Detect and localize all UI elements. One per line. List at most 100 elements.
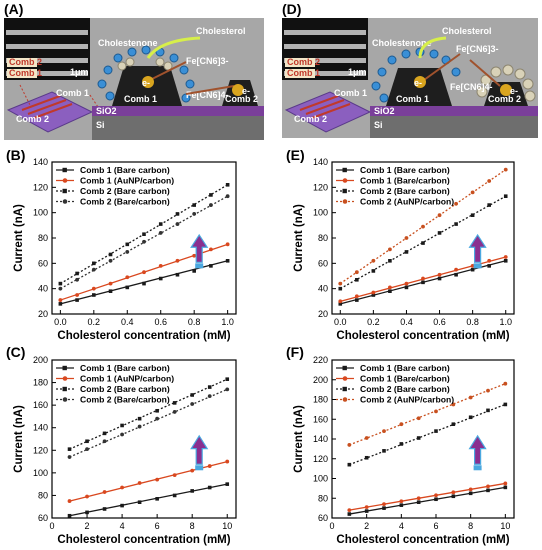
y-axis-title: Current (nA) — [13, 405, 25, 473]
y-tick-label: 80 — [38, 233, 48, 243]
increase-arrow-icon — [468, 434, 487, 465]
data-point — [158, 231, 163, 235]
legend-entry: Comb 1 (Bare/carbon) — [360, 374, 450, 384]
y-tick-label: 60 — [38, 513, 48, 523]
data-point — [470, 263, 475, 268]
data-point — [209, 193, 213, 197]
si-layer — [92, 116, 264, 140]
y-tick-label: 80 — [38, 490, 48, 500]
zoom-line — [89, 94, 101, 111]
sem-band — [6, 58, 88, 63]
data-point — [338, 299, 343, 304]
sem-band — [284, 58, 366, 63]
panel-label-f: (F) — [286, 344, 304, 360]
data-point — [503, 255, 508, 259]
y-tick-label: 100 — [33, 208, 48, 218]
chip-electrode — [21, 95, 61, 111]
x-axis-title: Cholesterol concentration (mM) — [57, 330, 230, 342]
data-point — [371, 269, 376, 273]
data-point — [67, 447, 72, 451]
y-tick-label: 180 — [313, 395, 328, 405]
data-point — [137, 424, 142, 429]
comb1-label: Comb 1 — [396, 94, 429, 104]
legend-marker — [62, 188, 67, 194]
data-point — [58, 302, 63, 306]
chart-e: (E) 20 40 60 80 100 120 140 0.0 0.2 0.4 0.6 0.8 1.0 C… — [286, 147, 515, 342]
data-point — [225, 242, 230, 247]
panel-label-d: (D) — [282, 1, 301, 17]
series-line — [339, 195, 507, 290]
data-point — [437, 213, 442, 218]
y-tick-label: 140 — [313, 157, 328, 167]
data-point — [225, 387, 230, 392]
series-line — [69, 388, 228, 458]
chart-f: (F) 60 80 100 120 140 160 180 200 220 0 2 4 6 8 10 Chol… — [286, 344, 515, 546]
data-point — [155, 416, 160, 421]
x-tick-label: 6 — [155, 521, 160, 531]
data-point — [404, 281, 409, 286]
electron-marker — [142, 76, 154, 88]
data-point — [354, 294, 359, 299]
data-point — [486, 408, 490, 413]
data-point — [158, 276, 163, 281]
electron-right-label: e- — [242, 86, 250, 96]
comb1-label: Comb 1 — [124, 94, 157, 104]
inset-tag — [285, 69, 315, 78]
data-point — [75, 298, 79, 302]
panel-label-b: (B) — [6, 147, 25, 163]
x-axis-title: Cholesterol concentration (mM) — [336, 534, 509, 546]
y-axis-title: Current (nA) — [293, 405, 305, 473]
data-point — [192, 253, 197, 258]
data-point — [434, 497, 438, 502]
legend-marker — [62, 365, 67, 371]
legend-entry: Comb 2 (Bare carbon) — [360, 186, 450, 196]
legend-marker — [342, 376, 348, 381]
data-point — [209, 247, 213, 252]
chip-electrode — [311, 103, 351, 119]
data-point — [158, 222, 163, 226]
x-tick-label: 0.0 — [54, 317, 67, 327]
data-point — [416, 500, 421, 504]
data-point — [486, 488, 490, 493]
data-point — [371, 290, 376, 295]
data-point — [451, 494, 456, 499]
data-point — [75, 277, 79, 282]
legend-entry: Comb 2 (AuNP/carbon) — [360, 197, 454, 207]
scale-bar-label: 1μm — [70, 67, 89, 77]
data-point — [451, 422, 456, 426]
data-point — [487, 179, 492, 183]
data-point — [382, 449, 386, 453]
data-point — [382, 429, 386, 433]
data-point — [416, 496, 421, 501]
data-point — [338, 286, 343, 291]
data-point — [192, 203, 196, 207]
x-tick-label: 0.2 — [88, 317, 101, 327]
panel-label-e: (E) — [286, 147, 305, 163]
x-tick-label: 8 — [468, 521, 473, 531]
legend-marker — [62, 167, 67, 173]
cholesterol-label: Cholesterol — [196, 26, 246, 36]
data-point — [470, 190, 475, 195]
schematic-d: (D) Comb 2 Comb 1 1μm Comb 1 Comb 2 SiO2… — [282, 1, 538, 138]
data-point — [85, 439, 89, 444]
x-tick-label: 0.2 — [367, 317, 380, 327]
inset-comb2-label: Comb 2 — [9, 57, 42, 67]
y-tick-label: 20 — [38, 309, 48, 319]
electron-left-label: e- — [142, 78, 150, 88]
data-point — [192, 269, 196, 273]
inset-comb1-label: Comb 1 — [287, 68, 320, 78]
data-point — [175, 258, 180, 263]
inset-tag — [7, 69, 37, 78]
redox-arrow — [185, 85, 235, 95]
data-point — [404, 236, 409, 240]
data-point — [382, 506, 386, 510]
data-point — [416, 436, 421, 440]
data-point — [142, 281, 146, 286]
legend-marker — [342, 199, 348, 204]
data-point — [137, 500, 142, 504]
si-label: Si — [374, 120, 383, 130]
data-point — [487, 203, 491, 207]
data-point — [137, 481, 142, 485]
data-point — [67, 455, 72, 459]
data-point — [225, 377, 230, 381]
